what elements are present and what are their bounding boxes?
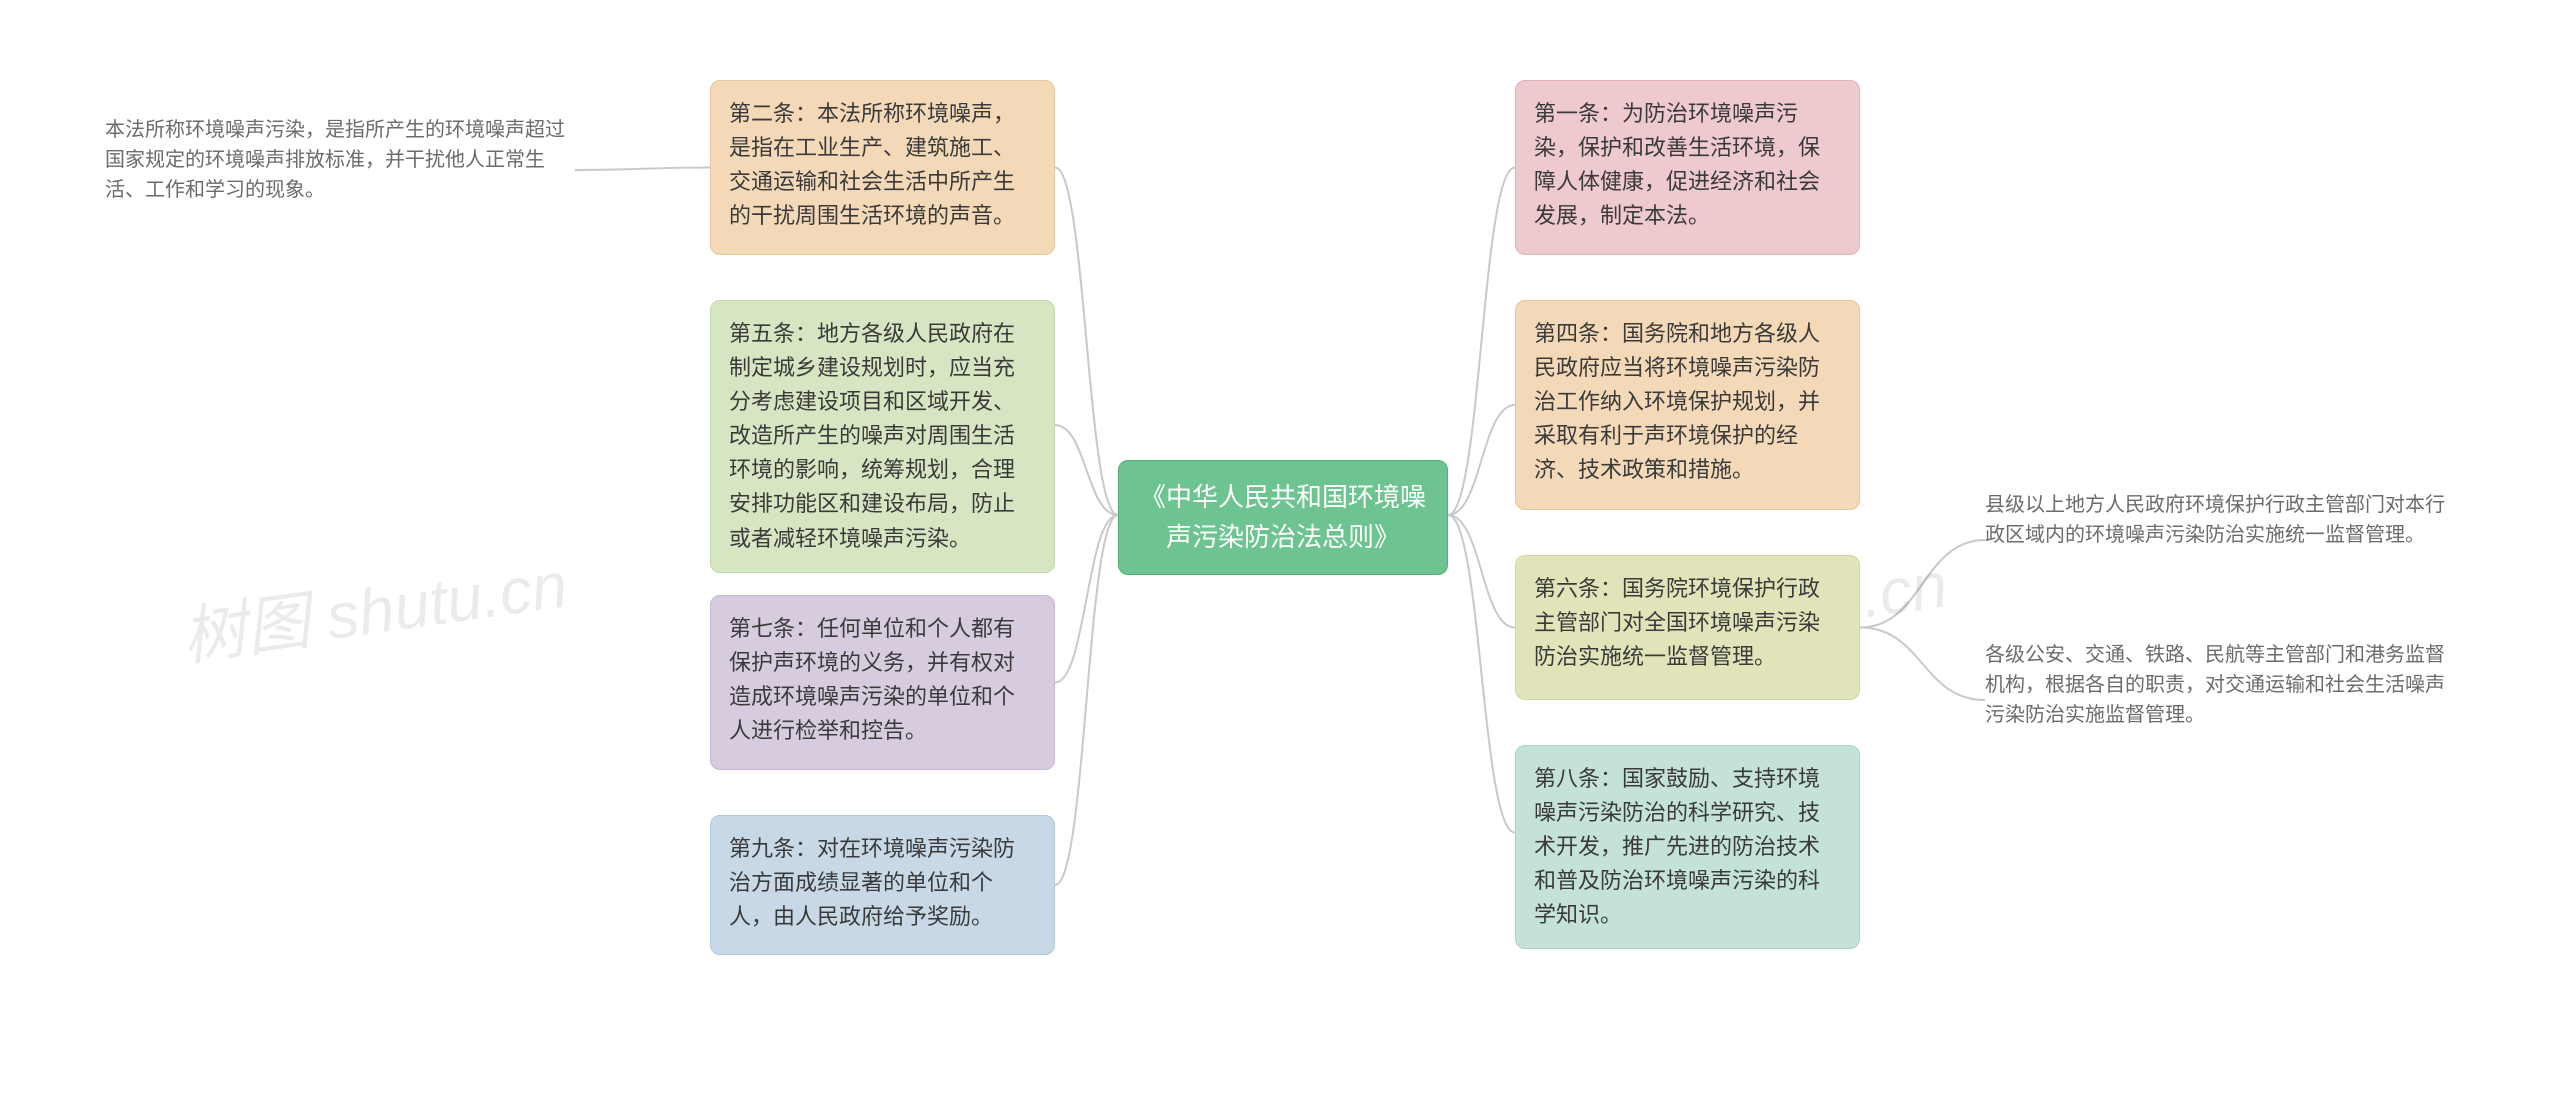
node-article-4: 第四条：国务院和地方各级人民政府应当将环境噪声污染防治工作纳入环境保护规划，并采… bbox=[1515, 300, 1860, 510]
root-node: 《中华人民共和国环境噪声污染防治法总则》 bbox=[1118, 460, 1448, 575]
node-article-5: 第五条：地方各级人民政府在制定城乡建设规划时，应当充分考虑建设项目和区域开发、改… bbox=[710, 300, 1055, 573]
node-article-6: 第六条：国务院环境保护行政主管部门对全国环境噪声污染防治实施统一监督管理。 bbox=[1515, 555, 1860, 700]
leaf-article-6-detail-2: 各级公安、交通、铁路、民航等主管部门和港务监督机构，根据各自的职责，对交通运输和… bbox=[1985, 640, 2455, 730]
node-article-9: 第九条：对在环境噪声污染防治方面成绩显著的单位和个人，由人民政府给予奖励。 bbox=[710, 815, 1055, 955]
watermark-1: 树图 shutu.cn bbox=[175, 533, 572, 678]
node-article-2: 第二条：本法所称环境噪声，是指在工业生产、建筑施工、交通运输和社会生活中所产生的… bbox=[710, 80, 1055, 255]
node-article-8: 第八条：国家鼓励、支持环境噪声污染防治的科学研究、技术开发，推广先进的防治技术和… bbox=[1515, 745, 1860, 949]
mindmap-canvas: 树图 shutu.cn 树图 shutu.cn 《中华人民共和国环境噪声污染防治… bbox=[0, 0, 2560, 1109]
node-article-1: 第一条：为防治环境噪声污染，保护和改善生活环境，保障人体健康，促进经济和社会发展… bbox=[1515, 80, 1860, 255]
leaf-article-6-detail-1: 县级以上地方人民政府环境保护行政主管部门对本行政区域内的环境噪声污染防治实施统一… bbox=[1985, 490, 2455, 550]
node-article-7: 第七条：任何单位和个人都有保护声环境的义务，并有权对造成环境噪声污染的单位和个人… bbox=[710, 595, 1055, 770]
leaf-article-2-detail: 本法所称环境噪声污染，是指所产生的环境噪声超过国家规定的环境噪声排放标准，并干扰… bbox=[105, 115, 575, 205]
